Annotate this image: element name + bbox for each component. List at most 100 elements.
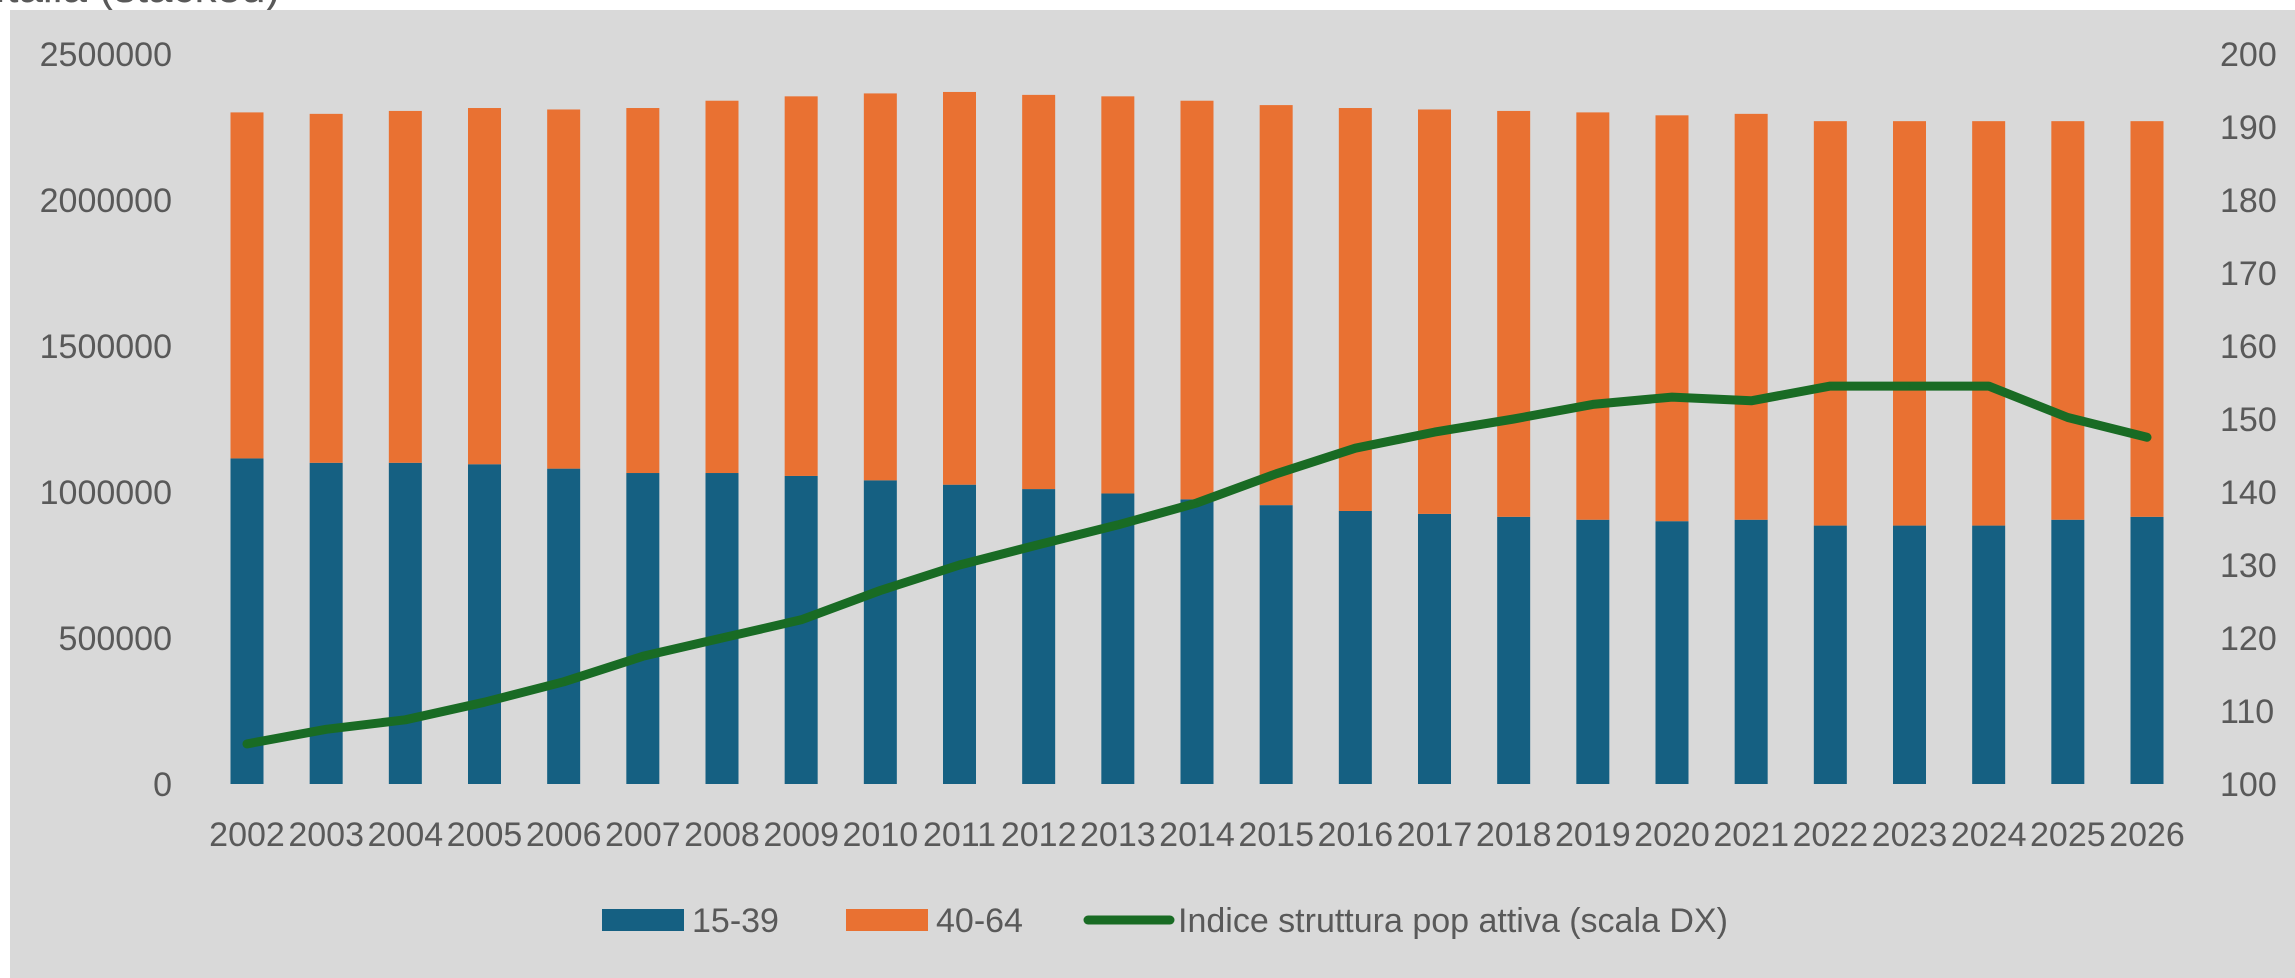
x-tick-label: 2011 bbox=[923, 816, 996, 854]
line-point-2014 bbox=[1196, 501, 1198, 504]
chart-title-fragment: Italia (stacked) bbox=[0, 0, 280, 12]
line-point-2020 bbox=[1671, 396, 1673, 399]
line-point-2013 bbox=[1116, 523, 1119, 526]
line-point-2004 bbox=[404, 718, 407, 721]
bar-15-39-2026 bbox=[2130, 516, 2164, 784]
bar-series bbox=[230, 91, 2164, 784]
bar-15-39-2014 bbox=[1180, 499, 1214, 784]
bar-40-64-2022 bbox=[1813, 121, 1847, 526]
bar-40-64-2002 bbox=[230, 112, 264, 459]
right-tick-label: 130 bbox=[2220, 547, 2277, 585]
bar-40-64-2008 bbox=[705, 100, 739, 474]
bar-15-39-2004 bbox=[388, 462, 422, 784]
x-tick-label: 2007 bbox=[605, 816, 681, 854]
x-tick-label: 2020 bbox=[1634, 816, 1710, 854]
right-tick-label: 200 bbox=[2220, 36, 2277, 74]
bar-40-64-2003 bbox=[309, 113, 343, 463]
left-tick-label: 1500000 bbox=[40, 328, 172, 366]
bar-15-39-2009 bbox=[784, 475, 818, 784]
bar-40-64-2013 bbox=[1101, 96, 1135, 494]
right-tick-label: 100 bbox=[2220, 766, 2277, 804]
bar-40-64-2023 bbox=[1893, 121, 1926, 526]
bar-40-64-2024 bbox=[1972, 121, 2006, 526]
x-tick-label: 2014 bbox=[1159, 816, 1235, 854]
x-tick-label: 2023 bbox=[1872, 816, 1948, 854]
x-axis: 2002 2003 2004 2005 2006 2007 2008 2009 2010 2011… bbox=[209, 816, 2185, 854]
x-tick-label: 2006 bbox=[526, 816, 602, 854]
x-tick-label: 2004 bbox=[368, 816, 444, 854]
x-tick-label: 2002 bbox=[209, 816, 285, 854]
bar-15-39-2021 bbox=[1734, 519, 1768, 784]
line-point-2003 bbox=[325, 728, 328, 731]
bar-40-64-2014 bbox=[1180, 100, 1214, 500]
legend-label: Indice struttura pop attiva (scala DX) bbox=[1178, 902, 1728, 940]
legend: 15-39 40-64 Indice struttura pop attiva (s… bbox=[602, 902, 1728, 940]
bar-15-39-2015 bbox=[1259, 505, 1293, 784]
x-tick-label: 2026 bbox=[2109, 816, 2185, 854]
bar-40-64-2011 bbox=[943, 91, 976, 485]
bar-40-64-2007 bbox=[626, 108, 660, 474]
line-point-2012 bbox=[1037, 543, 1040, 546]
line-series bbox=[242, 381, 2152, 749]
bar-15-39-2016 bbox=[1338, 510, 1372, 784]
x-tick-label: 2012 bbox=[1001, 816, 1077, 854]
bar-15-39-2005 bbox=[468, 464, 501, 784]
bar-40-64-2005 bbox=[468, 108, 501, 465]
x-tick-label: 2024 bbox=[1951, 816, 2027, 854]
bar-15-39-2010 bbox=[863, 480, 897, 784]
left-tick-label: 0 bbox=[153, 766, 172, 804]
bar-15-39-2023 bbox=[1893, 525, 1926, 784]
bar-40-64-2004 bbox=[388, 110, 422, 463]
x-tick-label: 2017 bbox=[1397, 816, 1473, 854]
line-point-2006 bbox=[562, 680, 565, 683]
bar-40-64-2009 bbox=[784, 96, 818, 476]
bar-40-64-2017 bbox=[1418, 109, 1451, 514]
legend-label: 15-39 bbox=[692, 902, 779, 940]
left-tick-label: 2500000 bbox=[40, 36, 172, 74]
right-tick-label: 110 bbox=[2220, 693, 2274, 731]
right-axis: 100 110 120 130 140 150 160 170 180 190 200 bbox=[2220, 36, 2277, 804]
line-point-2017 bbox=[1433, 431, 1436, 434]
line-point-2016 bbox=[1354, 447, 1357, 450]
bar-40-64-2021 bbox=[1734, 113, 1768, 520]
line-point-2011 bbox=[958, 564, 961, 566]
legend-swatch-40-64 bbox=[846, 909, 928, 931]
left-tick-label: 2000000 bbox=[40, 182, 172, 220]
bar-15-39-2025 bbox=[2051, 519, 2085, 784]
bar-15-39-2024 bbox=[1972, 525, 2006, 784]
x-tick-label: 2016 bbox=[1318, 816, 1394, 854]
bar-40-64-2020 bbox=[1655, 115, 1689, 522]
line-point-2018 bbox=[1512, 418, 1515, 420]
line-point-2023 bbox=[1908, 385, 1911, 388]
right-tick-label: 170 bbox=[2220, 255, 2277, 293]
left-tick-label: 500000 bbox=[59, 620, 172, 658]
right-tick-label: 190 bbox=[2220, 109, 2277, 147]
line-point-2021 bbox=[1750, 399, 1753, 402]
line-point-2022 bbox=[1829, 385, 1832, 388]
legend-swatch-15-39 bbox=[602, 909, 684, 931]
right-tick-label: 150 bbox=[2220, 401, 2277, 439]
x-tick-label: 2010 bbox=[843, 816, 919, 854]
bar-15-39-2017 bbox=[1418, 513, 1451, 784]
right-tick-label: 140 bbox=[2220, 474, 2277, 512]
line-point-2007 bbox=[641, 655, 644, 658]
bar-40-64-2019 bbox=[1576, 112, 1610, 520]
line-point-2002 bbox=[246, 742, 248, 745]
bar-40-64-2006 bbox=[547, 109, 581, 469]
line-point-2026 bbox=[2146, 436, 2148, 439]
x-tick-label: 2005 bbox=[447, 816, 523, 854]
bar-15-39-2018 bbox=[1497, 516, 1531, 784]
line-point-2008 bbox=[721, 637, 723, 639]
line-point-2005 bbox=[483, 701, 486, 704]
x-tick-label: 2015 bbox=[1238, 816, 1314, 854]
line-point-2015 bbox=[1275, 472, 1278, 475]
bar-15-39-2008 bbox=[705, 473, 739, 784]
bar-40-64-2010 bbox=[863, 93, 897, 481]
x-tick-label: 2025 bbox=[2030, 816, 2106, 854]
right-tick-label: 120 bbox=[2220, 620, 2277, 658]
bar-15-39-2011 bbox=[943, 484, 976, 784]
x-tick-label: 2021 bbox=[1713, 816, 1789, 854]
legend-label: 40-64 bbox=[936, 902, 1023, 940]
